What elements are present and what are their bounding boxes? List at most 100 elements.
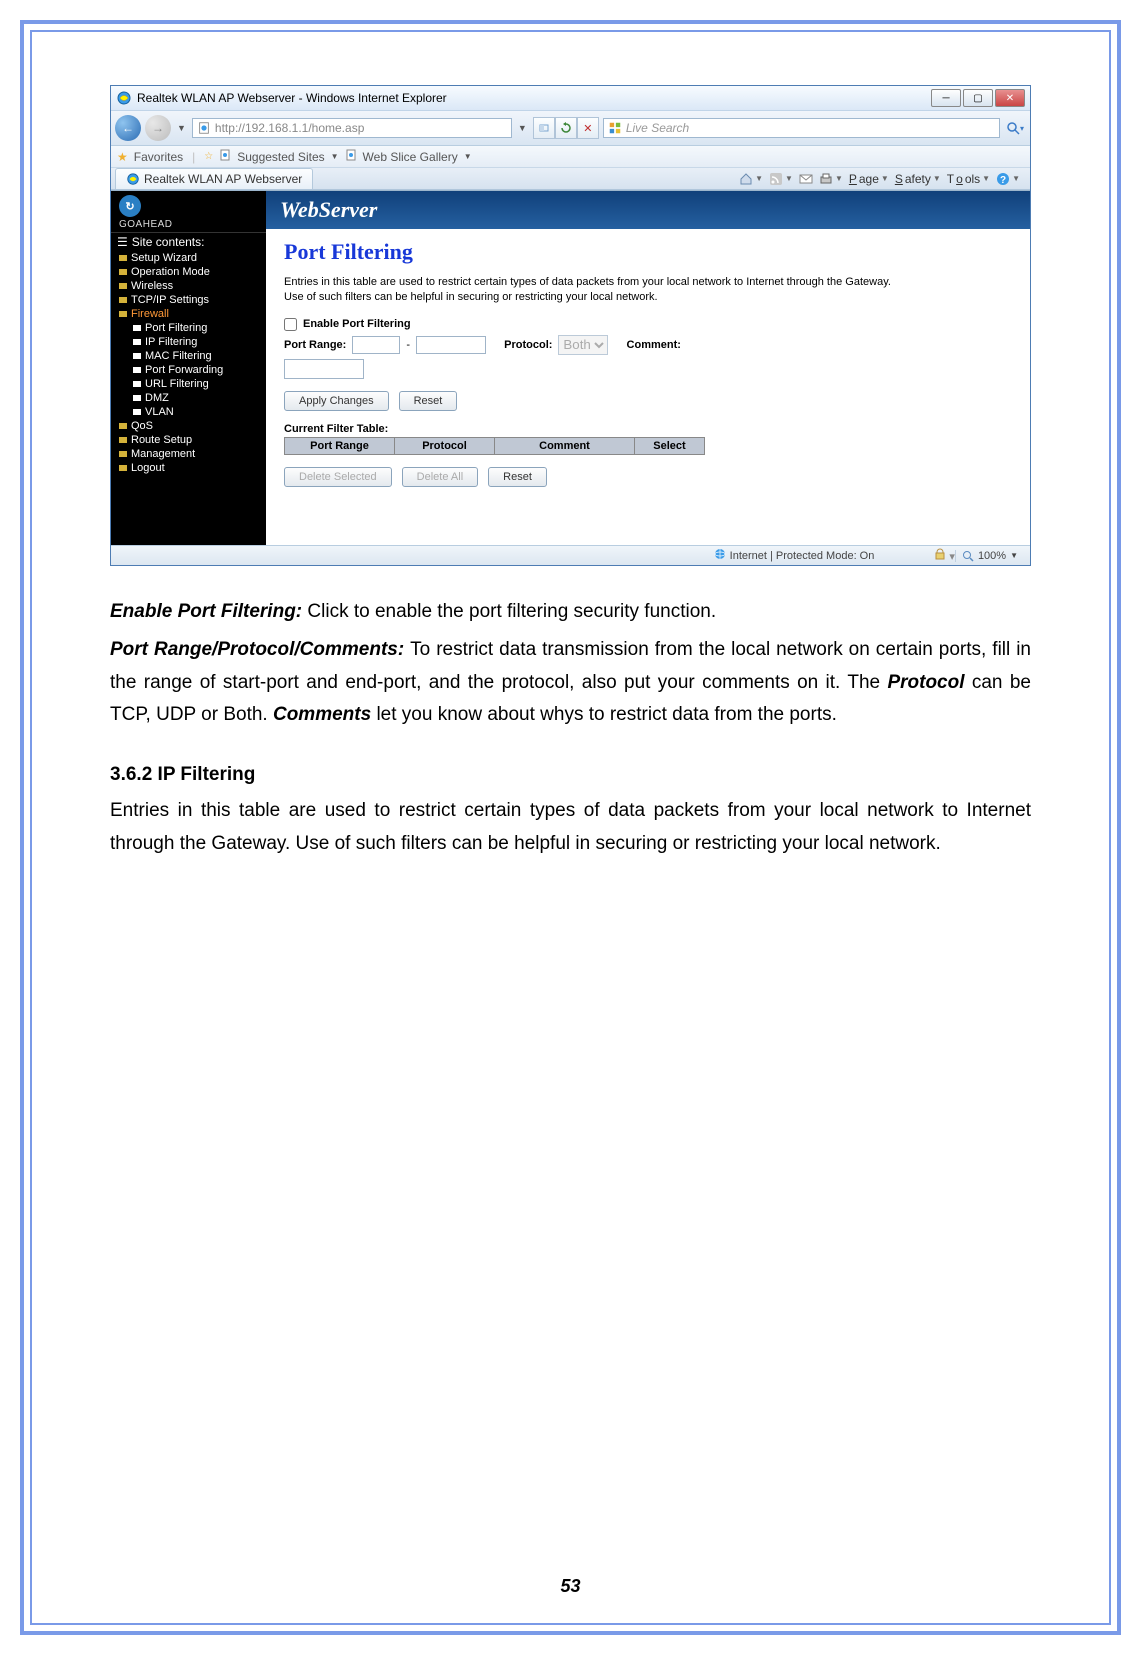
main-panel: WebServer Port Filtering Entries in this… [266,191,1030,545]
tab-favicon [126,172,140,186]
enable-checkbox[interactable] [284,318,297,331]
sidebar-item-logout[interactable]: Logout [117,461,266,475]
document-text: Enable Port Filtering: Click to enable t… [110,596,1031,860]
sidebar-item-management[interactable]: Management [117,447,266,461]
enable-label: Enable Port Filtering [303,318,411,330]
zoom-control[interactable]: 100% ▼ [955,550,1024,562]
print-button[interactable]: ▼ [819,172,843,186]
brand-text: GOAHEAD [119,219,258,230]
maximize-button[interactable]: ▢ [963,89,993,107]
sidebar-item-firewall[interactable]: Firewall [117,307,266,321]
banner: WebServer [266,191,1030,229]
sidebar-item-dmz[interactable]: DMZ [117,391,266,405]
section-heading: 3.6.2 IP Filtering [110,759,1031,791]
tab-bar: Realtek WLAN AP Webserver ▼ ▼ ▼ PPageage… [111,168,1030,190]
label-port-range-protocol: Port Range/Protocol/Comments: [110,639,410,660]
sidebar-item-ip-filtering[interactable]: IP Filtering [117,335,266,349]
filter-table: Port Range Protocol Comment Select [284,437,705,455]
zoom-value: 100% [978,550,1006,562]
protected-mode-icon[interactable]: ▾ [934,548,955,563]
page-number: 53 [0,1576,1141,1597]
protocol-label: Protocol: [504,339,552,351]
page-small-icon [219,149,231,164]
protocol-select[interactable]: Both [558,335,608,355]
sidebar-item-vlan[interactable]: VLAN [117,405,266,419]
close-button[interactable]: ✕ [995,89,1025,107]
home-button[interactable]: ▼ [739,172,763,186]
label-enable-port-filtering: Enable Port Filtering: [110,601,307,622]
nav-dropdown-icon[interactable]: ▼ [175,123,188,133]
comment-label: Comment: [627,339,681,351]
suggested-icon: ☆ [204,151,213,162]
logo: ↻ GOAHEAD [111,191,266,232]
sidebar-item-wireless[interactable]: Wireless [117,279,266,293]
minimize-button[interactable]: ─ [931,89,961,107]
back-button[interactable]: ← [115,115,141,141]
ie-command-bar: ▼ ▼ ▼ PPageage▼ Safety▼ Tools▼ ?▼ [733,169,1026,189]
sidebar-item-setup-wizard[interactable]: Setup Wizard [117,251,266,265]
sidebar-item-tcpip[interactable]: TCP/IP Settings [117,293,266,307]
sidebar-item-port-forwarding[interactable]: Port Forwarding [117,363,266,377]
status-mode: Internet | Protected Mode: On [730,550,875,562]
web-slice-link[interactable]: Web Slice Gallery [363,150,458,164]
status-bar: Internet | Protected Mode: On ▾ 100% ▼ [111,545,1030,565]
th-port-range: Port Range [285,437,395,454]
port-range-label: Port Range: [284,339,346,351]
page-menu[interactable]: PPageage▼ [849,172,889,186]
help-button[interactable]: ?▼ [996,172,1020,186]
browser-window: Realtek WLAN AP Webserver - Windows Inte… [110,85,1031,566]
tab-label: Realtek WLAN AP Webserver [144,172,302,186]
refresh-button[interactable] [555,117,577,139]
comment-input[interactable] [284,359,364,379]
section-body: Entries in this table are used to restri… [110,795,1031,860]
page-content: ↻ GOAHEAD ☰Site contents: Setup Wizard O… [111,190,1030,545]
svg-text:?: ? [1000,175,1006,186]
search-box[interactable]: Live Search [603,118,1000,138]
safety-menu[interactable]: Safety▼ [895,172,941,186]
forward-button[interactable]: → [145,115,171,141]
page-title: Port Filtering [284,239,1012,265]
sidebar-item-port-filtering[interactable]: Port Filtering [117,321,266,335]
favorites-star-icon[interactable]: ★ [117,150,128,164]
sidebar-item-operation-mode[interactable]: Operation Mode [117,265,266,279]
page-description: Entries in this table are used to restri… [284,275,894,306]
window-title: Realtek WLAN AP Webserver - Windows Inte… [137,91,447,105]
favorites-bar: ★ Favorites | ☆ Suggested Sites ▼ Web Sl… [111,146,1030,168]
compat-view-button[interactable] [533,117,555,139]
sidebar-heading: ☰Site contents: [111,232,266,251]
sidebar-item-mac-filtering[interactable]: MAC Filtering [117,349,266,363]
search-button[interactable]: ▾ [1004,117,1026,139]
live-search-icon [608,121,622,135]
sidebar-item-qos[interactable]: QoS [117,419,266,433]
read-mail-button[interactable] [799,172,813,186]
logo-icon: ↻ [119,195,141,217]
sidebar: ↻ GOAHEAD ☰Site contents: Setup Wizard O… [111,191,266,545]
reset-table-button[interactable]: Reset [488,467,547,487]
apply-button[interactable]: Apply Changes [284,391,389,411]
titlebar: Realtek WLAN AP Webserver - Windows Inte… [111,86,1030,111]
search-placeholder: Live Search [626,121,689,135]
url-text: http://192.168.1.1/home.asp [215,121,364,135]
tab-active[interactable]: Realtek WLAN AP Webserver [115,168,313,189]
feeds-button[interactable]: ▼ [769,172,793,186]
port-start-input[interactable] [352,336,400,354]
sidebar-item-url-filtering[interactable]: URL Filtering [117,377,266,391]
suggested-sites-link[interactable]: Suggested Sites [237,150,324,164]
hamburger-icon: ☰ [117,235,128,249]
stop-button[interactable]: ✕ [577,117,599,139]
address-dropdown-icon[interactable]: ▼ [516,123,529,133]
reset-button[interactable]: Reset [399,391,458,411]
address-bar[interactable]: http://192.168.1.1/home.asp [192,118,512,138]
delete-all-button[interactable]: Delete All [402,467,478,487]
sidebar-item-route-setup[interactable]: Route Setup [117,433,266,447]
th-protocol: Protocol [395,437,495,454]
zoom-icon [962,550,974,562]
globe-icon [714,548,726,563]
port-end-input[interactable] [416,336,486,354]
table-title: Current Filter Table: [284,423,1012,435]
delete-selected-button[interactable]: Delete Selected [284,467,392,487]
nav-bar: ← → ▼ http://192.168.1.1/home.asp ▼ ✕ [111,111,1030,146]
tools-menu[interactable]: Tools▼ [947,172,990,186]
page-icon [197,121,211,135]
favorites-label[interactable]: Favorites [134,150,183,164]
